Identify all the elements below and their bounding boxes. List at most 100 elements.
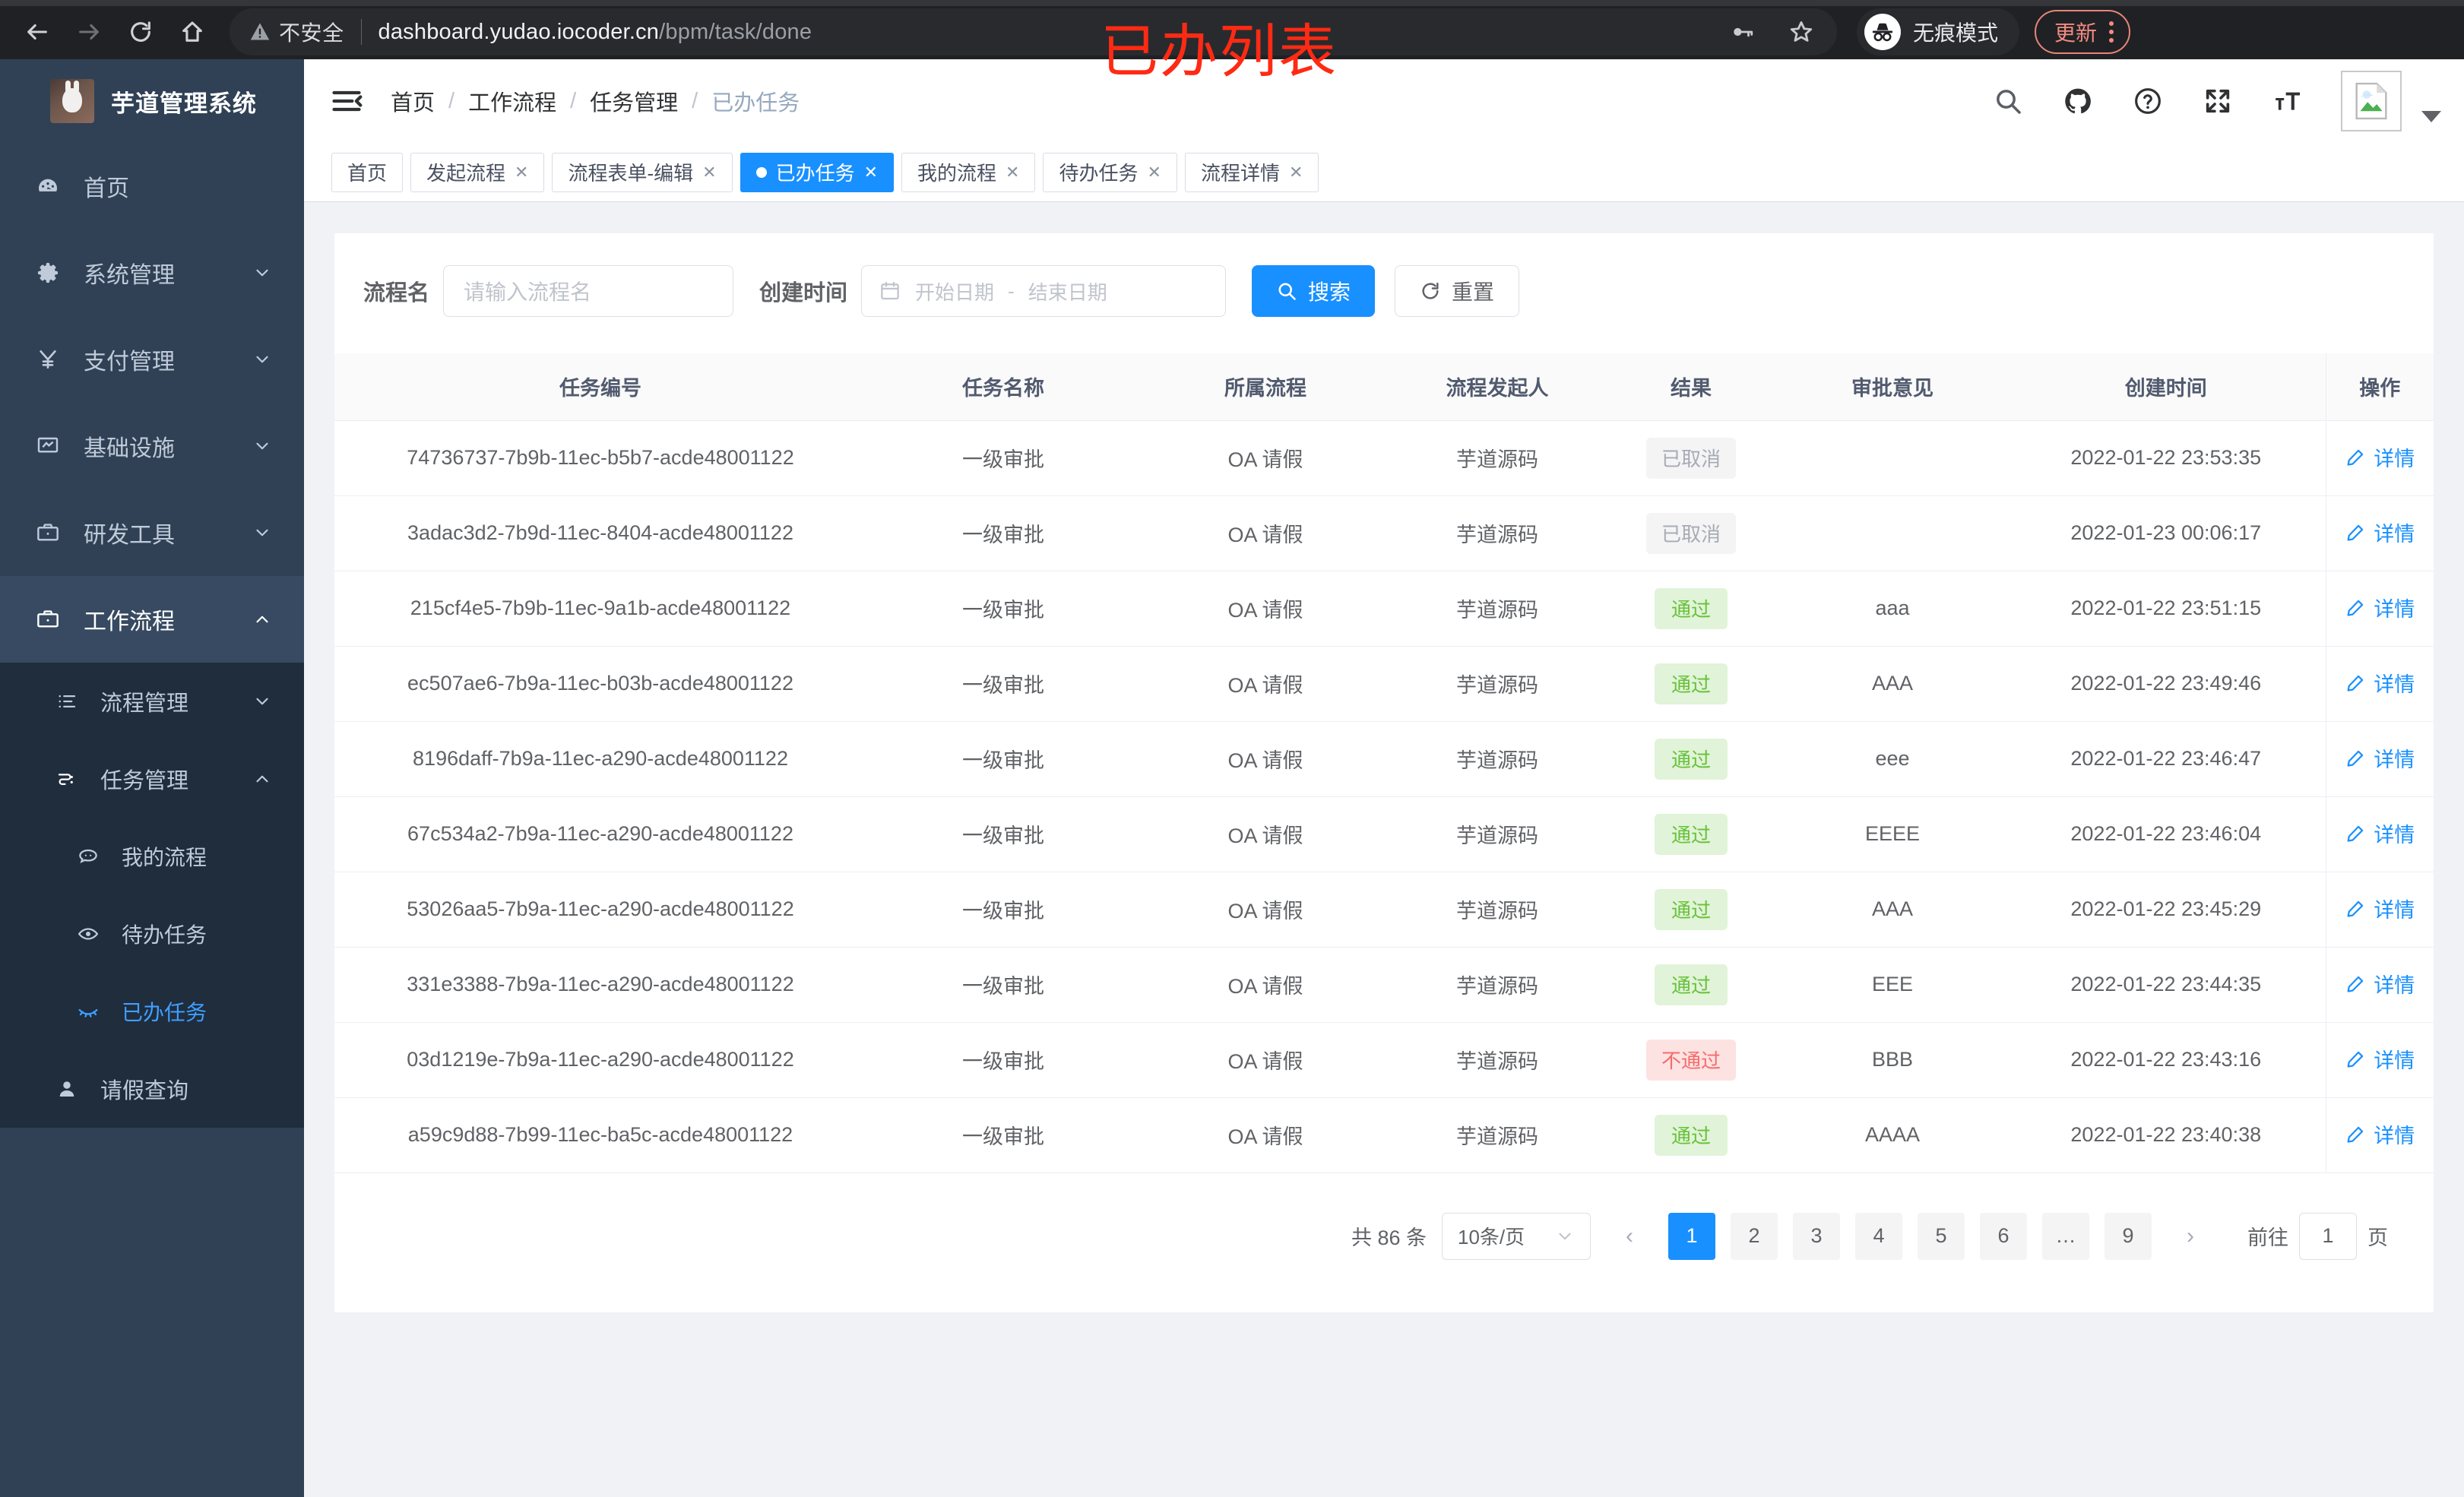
sidebar-item-workflow[interactable]: 工作流程 (0, 576, 304, 663)
tab-home[interactable]: 首页 (331, 152, 404, 192)
tab-my-process[interactable]: 我的流程 ✕ (901, 152, 1036, 192)
app-shell: 芋道管理系统 首页 系统管理 支付管理 基础设施 (0, 59, 2464, 1497)
search-icon[interactable] (1991, 84, 2025, 118)
detail-link[interactable]: 详情 (2345, 818, 2415, 848)
page-jump-input[interactable]: 1 (2299, 1212, 2357, 1260)
date-separator: - (1008, 279, 1015, 302)
chrome-menu-icon[interactable] (2109, 21, 2114, 43)
prev-page-button[interactable]: ‹ (1626, 1223, 1633, 1249)
avatar[interactable] (2341, 71, 2402, 131)
sidebar-item-my-process[interactable]: 我的流程 (0, 818, 304, 895)
page-number-button[interactable]: 6 (1980, 1212, 2027, 1260)
column-header-initiator[interactable]: 流程发起人 (1391, 353, 1604, 421)
tab-start-process[interactable]: 发起流程 ✕ (410, 152, 545, 192)
sidebar-item-todo-task[interactable]: 待办任务 (0, 895, 304, 973)
breadcrumb-item[interactable]: 工作流程 (468, 91, 557, 116)
table-row[interactable]: 67c534a2-7b9a-11ec-a290-acde48001122 一级审批… (334, 796, 2434, 872)
url-path: /bpm/task/done (659, 19, 812, 44)
table-row[interactable]: 8196daff-7b9a-11ec-a290-acde48001122 一级审批… (334, 721, 2434, 797)
sidebar-item-devtools[interactable]: 研发工具 (0, 489, 304, 576)
cell-initiator: 芋道源码 (1391, 796, 1604, 872)
password-key-icon[interactable] (1729, 19, 1755, 45)
update-button[interactable]: 更新 (2035, 10, 2131, 54)
create-time-daterange[interactable]: 开始日期 - 结束日期 (861, 265, 1227, 317)
security-indicator[interactable]: 不安全 (249, 17, 344, 47)
page-size-select[interactable]: 10条/页 (1442, 1212, 1591, 1260)
column-header-task-name[interactable]: 任务名称 (866, 353, 1140, 421)
page-ellipsis[interactable]: … (2042, 1212, 2089, 1260)
help-icon[interactable] (2131, 84, 2165, 118)
close-icon[interactable]: ✕ (1006, 162, 1020, 182)
url-host: dashboard.yudao.iocoder.cn (378, 19, 660, 44)
table-row[interactable]: ec507ae6-7b9a-11ec-b03b-acde48001122 一级审批… (334, 646, 2434, 722)
column-header-operation[interactable]: 操作 (2325, 353, 2434, 421)
search-button[interactable]: 搜索 (1252, 265, 1376, 317)
table-row[interactable]: 331e3388-7b9a-11ec-a290-acde48001122 一级审批… (334, 947, 2434, 1023)
table-row[interactable]: 03d1219e-7b9a-11ec-a290-acde48001122 一级审批… (334, 1022, 2434, 1098)
forward-icon[interactable] (65, 8, 112, 55)
home-icon[interactable] (169, 8, 216, 55)
column-header-process[interactable]: 所属流程 (1140, 353, 1391, 421)
table-row[interactable]: 74736737-7b9b-11ec-b5b7-acde48001122 一级审批… (334, 420, 2434, 496)
detail-link[interactable]: 详情 (2345, 1119, 2415, 1149)
font-size-icon[interactable] (2271, 84, 2304, 118)
sidebar-item-done-task[interactable]: 已办任务 (0, 973, 304, 1050)
fullscreen-icon[interactable] (2201, 84, 2234, 118)
page-header: 首页 / 工作流程 / 任务管理 / 已办任务 (304, 59, 2464, 143)
detail-link[interactable]: 详情 (2345, 969, 2415, 999)
bookmark-star-icon[interactable] (1788, 19, 1814, 45)
page-number-button[interactable]: 9 (2105, 1212, 2152, 1260)
sidebar-item-process-management[interactable]: 流程管理 (0, 663, 304, 740)
column-header-result[interactable]: 结果 (1604, 353, 1778, 421)
table-row[interactable]: 53026aa5-7b9a-11ec-a290-acde48001122 一级审批… (334, 872, 2434, 948)
sidebar-item-infrastructure[interactable]: 基础设施 (0, 403, 304, 489)
next-page-button[interactable]: › (2187, 1223, 2194, 1249)
detail-link[interactable]: 详情 (2345, 1044, 2415, 1074)
column-header-task-id[interactable]: 任务编号 (334, 353, 866, 421)
breadcrumb-item[interactable]: 首页 (391, 91, 435, 116)
tab-todo-task[interactable]: 待办任务 ✕ (1043, 152, 1177, 192)
back-icon[interactable] (14, 8, 61, 55)
cell-result: 不通过 (1604, 1022, 1778, 1098)
page-number-button[interactable]: 3 (1793, 1212, 1840, 1260)
close-icon[interactable]: ✕ (1288, 162, 1303, 182)
detail-link[interactable]: 详情 (2345, 894, 2415, 923)
chevron-down-icon[interactable] (2421, 110, 2441, 122)
incognito-indicator[interactable]: 无痕模式 (1857, 8, 2020, 55)
close-icon[interactable]: ✕ (863, 162, 879, 182)
brand[interactable]: 芋道管理系统 (0, 59, 304, 143)
sidebar-item-home[interactable]: 首页 (0, 143, 304, 229)
tab-process-detail[interactable]: 流程详情 ✕ (1184, 152, 1319, 192)
table-row[interactable]: a59c9d88-7b99-11ec-ba5c-acde48001122 一级审批… (334, 1097, 2434, 1173)
page-number-button[interactable]: 2 (1731, 1212, 1778, 1260)
tab-process-form-edit[interactable]: 流程表单-编辑 ✕ (552, 152, 733, 192)
detail-link[interactable]: 详情 (2345, 593, 2415, 622)
detail-link[interactable]: 详情 (2345, 743, 2415, 773)
sidebar-item-payment[interactable]: 支付管理 (0, 316, 304, 403)
table-row[interactable]: 215cf4e5-7b9b-11ec-9a1b-acde48001122 一级审批… (334, 571, 2434, 647)
close-icon[interactable]: ✕ (515, 162, 529, 182)
detail-link[interactable]: 详情 (2345, 442, 2415, 472)
reset-button[interactable]: 重置 (1395, 265, 1520, 317)
breadcrumb-item[interactable]: 任务管理 (590, 91, 679, 116)
detail-link[interactable]: 详情 (2345, 517, 2415, 547)
page-number-button[interactable]: 4 (1855, 1212, 1902, 1260)
table-row[interactable]: 3adac3d2-7b9d-11ec-8404-acde48001122 一级审批… (334, 495, 2434, 571)
reload-icon[interactable] (117, 8, 164, 55)
column-header-comment[interactable]: 审批意见 (1778, 353, 2006, 421)
github-icon[interactable] (2061, 84, 2095, 118)
process-name-input[interactable]: 请输入流程名 (443, 265, 734, 317)
column-header-create-time[interactable]: 创建时间 (2006, 353, 2326, 421)
page-number-button[interactable]: 1 (1668, 1212, 1715, 1260)
tab-done-task[interactable]: 已办任务 ✕ (740, 152, 895, 192)
hamburger-icon[interactable] (330, 84, 363, 118)
page-number-button[interactable]: 5 (1918, 1212, 1965, 1260)
close-icon[interactable]: ✕ (1147, 162, 1161, 182)
close-icon[interactable]: ✕ (702, 162, 717, 182)
sidebar-item-leave-query[interactable]: 请假查询 (0, 1050, 304, 1128)
sidebar-item-system[interactable]: 系统管理 (0, 229, 304, 316)
chevron-down-icon (256, 269, 268, 277)
address-bar[interactable]: 不安全 dashboard.yudao.iocoder.cn/bpm/task/… (230, 8, 1837, 55)
sidebar-item-task-management[interactable]: 任务管理 (0, 740, 304, 818)
detail-link[interactable]: 详情 (2345, 668, 2415, 698)
